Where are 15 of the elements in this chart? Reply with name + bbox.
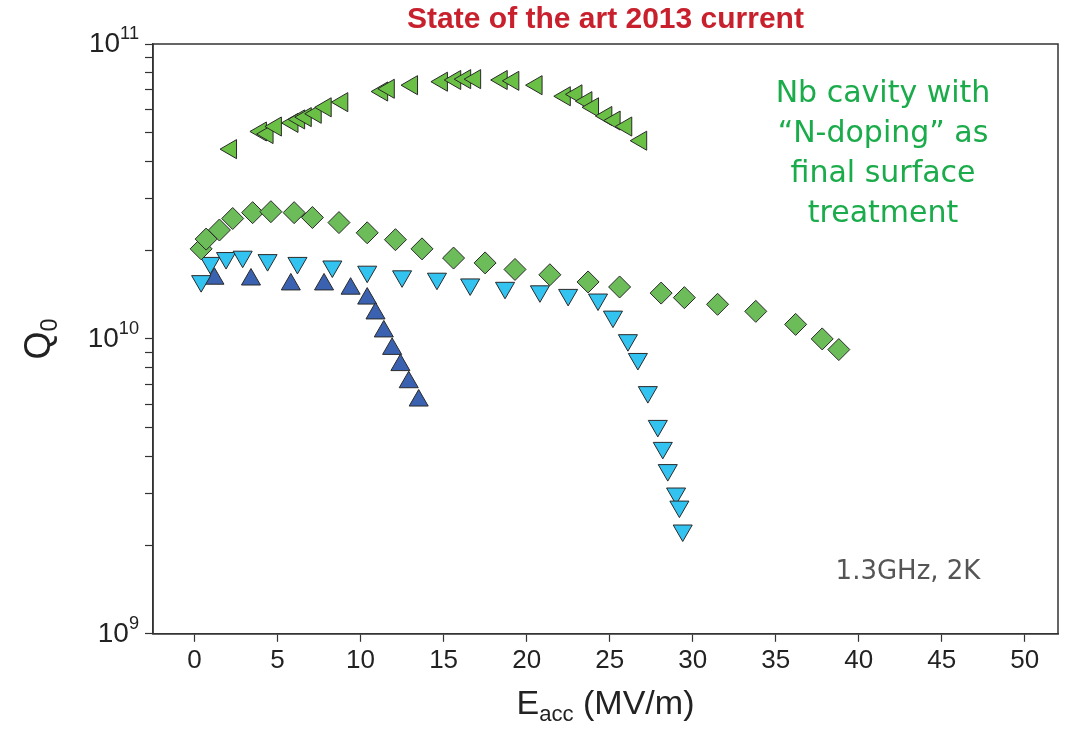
x-tick-label: 10 — [346, 643, 376, 674]
x-tick-label: 35 — [761, 643, 791, 674]
annotation: 1.3GHz, 2K — [835, 554, 982, 585]
x-tick-label: 25 — [595, 643, 625, 674]
x-tick-label: 15 — [429, 643, 459, 674]
x-tick-label: 45 — [927, 643, 957, 674]
x-tick-label: 50 — [1010, 643, 1040, 674]
annotation: Nb cavity with “N-doping” as final surface treatment — [775, 73, 991, 229]
x-tick-label: 0 — [187, 643, 202, 674]
x-tick-label: 40 — [844, 643, 874, 674]
x-tick-label: 20 — [512, 643, 542, 674]
x-tick-label: 5 — [270, 643, 285, 674]
chart-title: State of the art 2013 current — [407, 1, 804, 35]
y-axis-title: Q0 — [16, 318, 63, 360]
x-tick-label: 30 — [678, 643, 708, 674]
